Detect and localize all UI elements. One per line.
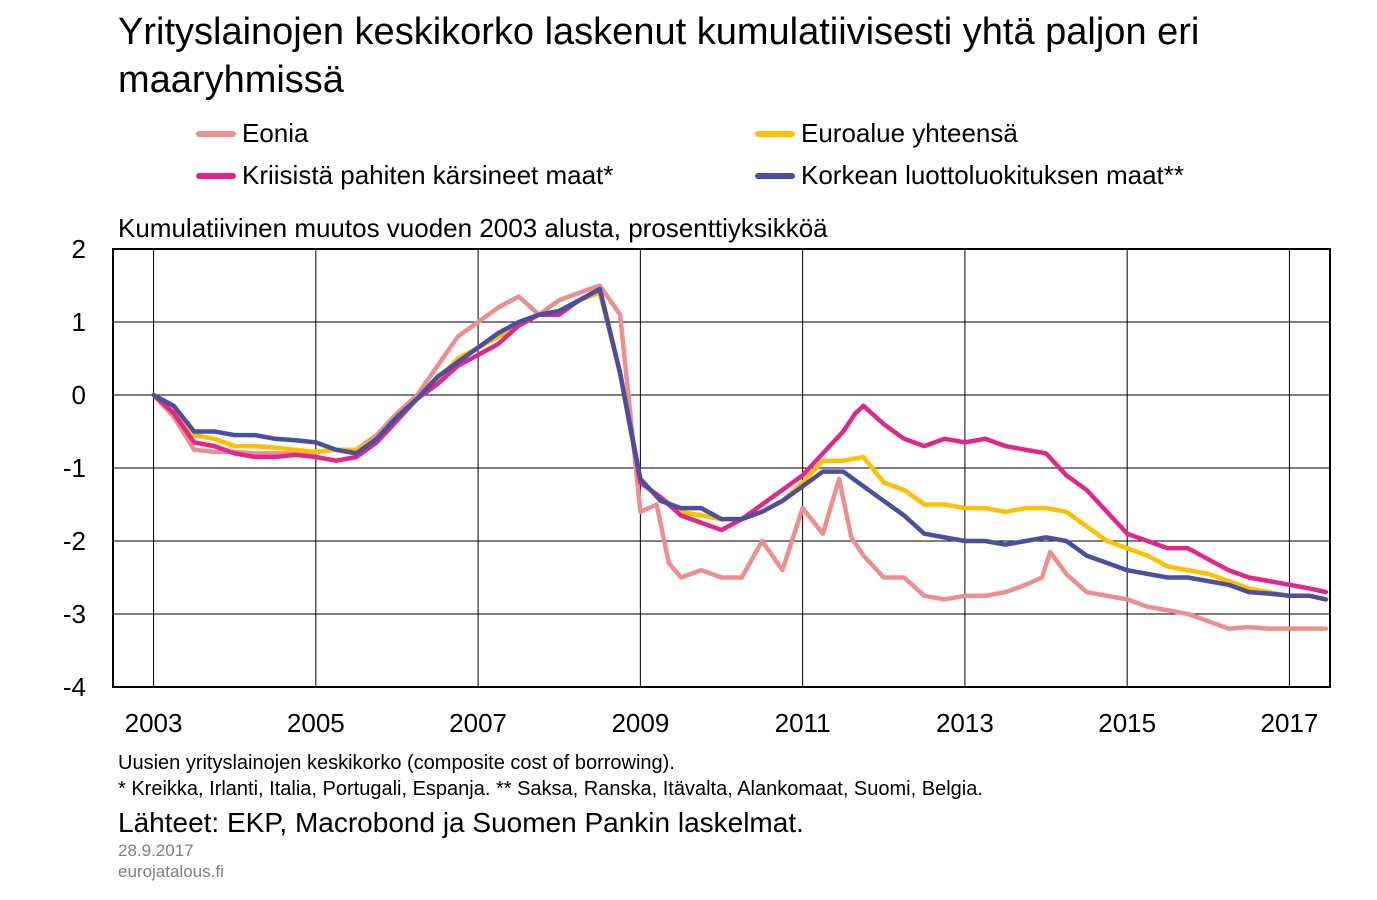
- chart-title: Yrityslainojen keskikorko laskenut kumul…: [118, 11, 1200, 101]
- legend: Eonia Euroalue yhteensä Kriisistä pahite…: [0, 0, 1377, 210]
- chart-subtitle: Kumulatiivinen muutos vuoden 2003 alusta…: [118, 213, 828, 243]
- legend-item-euro: Euroalue yhteensä: [755, 118, 1018, 149]
- y-tick-label: -4: [63, 672, 86, 702]
- y-tick-label: -1: [63, 453, 86, 483]
- x-tick-label: 2003: [125, 708, 183, 738]
- legend-item-high: Korkean luottoluokituksen maat**: [755, 160, 1184, 191]
- series-line-1: [151, 283, 1329, 631]
- x-tick-label: 2007: [449, 708, 507, 738]
- x-tick-label: 2011: [775, 708, 831, 738]
- footnote-1: Uusien yrityslainojen keskikorko (compos…: [118, 752, 675, 774]
- legend-swatch-crisis: [196, 172, 236, 179]
- line-chart: 2 1 0 -1 -2 -3 -4 2003 2005 2007 2009 2011 2013 2015 2…: [63, 234, 1331, 738]
- y-tick-label: 1: [72, 307, 86, 337]
- x-tick-label: 2013: [936, 708, 994, 738]
- sources: Lähteet: EKP, Macrobond ja Suomen Pankin…: [118, 807, 804, 838]
- publish-date: 28.9.2017: [118, 841, 194, 860]
- legend-swatch-high: [755, 172, 795, 179]
- x-tick-label: 2017: [1261, 708, 1319, 738]
- y-tick-label: 0: [72, 380, 86, 410]
- x-tick-label: 2005: [287, 708, 345, 738]
- legend-label-euro: Euroalue yhteensä: [801, 118, 1018, 148]
- series-line-3: [151, 286, 1329, 595]
- y-tick-label: 2: [72, 234, 86, 264]
- legend-label-crisis: Kriisistä pahiten kärsineet maat*: [242, 160, 614, 190]
- site-name: eurojatalous.fi: [118, 862, 224, 881]
- x-tick-label: 2009: [611, 708, 669, 738]
- y-tick-label: -3: [63, 599, 86, 629]
- legend-item-crisis: Kriisistä pahiten kärsineet maat*: [196, 160, 613, 191]
- legend-label-eonia: Eonia: [242, 118, 309, 148]
- y-tick-label: -2: [63, 526, 86, 556]
- plot-area: [112, 248, 1331, 688]
- legend-item-eonia: Eonia: [196, 118, 309, 149]
- legend-swatch-euro: [755, 130, 795, 137]
- legend-swatch-eonia: [196, 130, 236, 137]
- series-line-4: [151, 286, 1329, 602]
- footnote-2: * Kreikka, Irlanti, Italia, Portugali, E…: [118, 778, 983, 800]
- legend-label-high: Korkean luottoluokituksen maat**: [801, 160, 1185, 190]
- x-tick-label: 2015: [1098, 708, 1156, 738]
